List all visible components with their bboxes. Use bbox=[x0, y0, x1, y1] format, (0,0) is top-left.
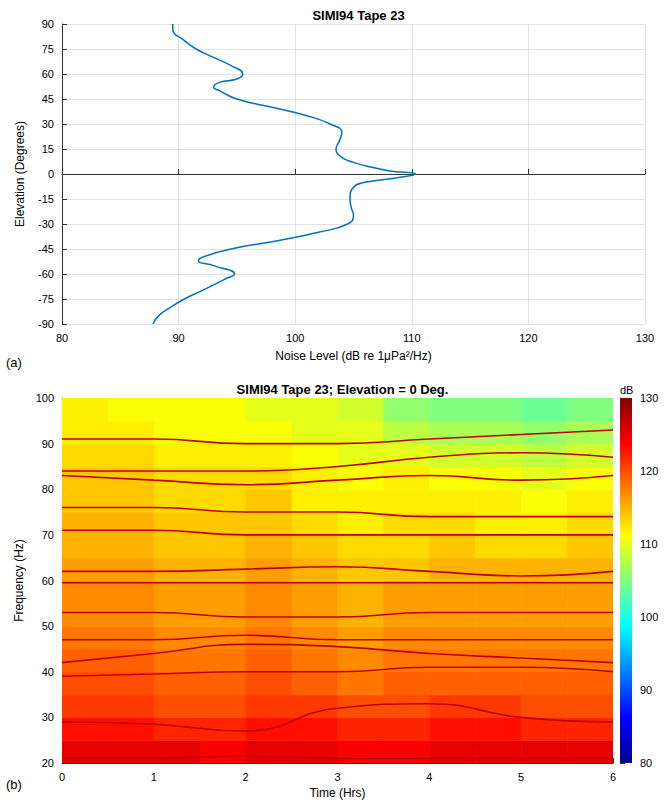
svg-text:30: 30 bbox=[42, 118, 54, 130]
svg-text:100: 100 bbox=[640, 611, 658, 623]
svg-text:90: 90 bbox=[172, 332, 184, 344]
svg-text:-30: -30 bbox=[38, 218, 54, 230]
svg-text:50: 50 bbox=[42, 620, 54, 632]
svg-text:110: 110 bbox=[403, 332, 421, 344]
svg-text:6: 6 bbox=[610, 771, 616, 783]
svg-text:-75: -75 bbox=[38, 293, 54, 305]
svg-text:-60: -60 bbox=[38, 268, 54, 280]
svg-text:-45: -45 bbox=[38, 243, 54, 255]
svg-text:70: 70 bbox=[42, 529, 54, 541]
svg-text:0: 0 bbox=[48, 168, 54, 180]
svg-text:Noise Level (dB re 1μPa²/Hz): Noise Level (dB re 1μPa²/Hz) bbox=[275, 349, 431, 363]
svg-text:3: 3 bbox=[334, 771, 340, 783]
svg-text:-15: -15 bbox=[38, 193, 54, 205]
svg-text:1: 1 bbox=[151, 771, 157, 783]
svg-text:100: 100 bbox=[286, 332, 304, 344]
svg-text:80: 80 bbox=[56, 332, 68, 344]
svg-text:Frequency (Hz): Frequency (Hz) bbox=[12, 539, 26, 622]
svg-text:Time (Hrs): Time (Hrs) bbox=[309, 786, 365, 800]
svg-text:80: 80 bbox=[640, 757, 652, 769]
svg-text:0: 0 bbox=[59, 771, 65, 783]
svg-text:130: 130 bbox=[636, 332, 654, 344]
svg-text:120: 120 bbox=[519, 332, 537, 344]
svg-text:130: 130 bbox=[640, 392, 658, 404]
svg-text:40: 40 bbox=[42, 666, 54, 678]
svg-text:90: 90 bbox=[42, 438, 54, 450]
svg-text:90: 90 bbox=[42, 18, 54, 30]
svg-text:100: 100 bbox=[36, 392, 54, 404]
svg-text:5: 5 bbox=[518, 771, 524, 783]
svg-text:SIMI94 Tape 23: SIMI94 Tape 23 bbox=[312, 8, 404, 23]
svg-text:4: 4 bbox=[426, 771, 432, 783]
svg-text:Elevation (Degrees): Elevation (Degrees) bbox=[13, 121, 27, 227]
svg-text:20: 20 bbox=[42, 757, 54, 769]
svg-text:110: 110 bbox=[640, 538, 658, 550]
svg-text:SIMI94 Tape 23; Elevation = 0: SIMI94 Tape 23; Elevation = 0 Deg. bbox=[237, 382, 449, 397]
svg-text:80: 80 bbox=[42, 483, 54, 495]
svg-text:dB: dB bbox=[620, 384, 633, 396]
svg-text:2: 2 bbox=[243, 771, 249, 783]
svg-text:60: 60 bbox=[42, 575, 54, 587]
svg-text:(b): (b) bbox=[6, 777, 22, 792]
svg-text:60: 60 bbox=[42, 68, 54, 80]
svg-text:45: 45 bbox=[42, 93, 54, 105]
svg-text:-90: -90 bbox=[38, 318, 54, 330]
svg-text:30: 30 bbox=[42, 711, 54, 723]
svg-text:(a): (a) bbox=[6, 355, 22, 370]
svg-text:15: 15 bbox=[42, 143, 54, 155]
svg-text:120: 120 bbox=[640, 465, 658, 477]
svg-text:75: 75 bbox=[42, 43, 54, 55]
svg-text:90: 90 bbox=[640, 684, 652, 696]
